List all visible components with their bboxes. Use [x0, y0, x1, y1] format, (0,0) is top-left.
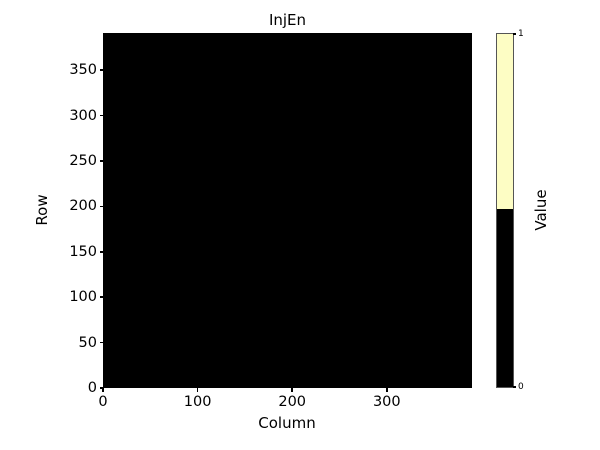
page-title: InjEn — [268, 11, 307, 29]
y-axis: 0 50 100 150 200 250 300 350 — [0, 0, 103, 450]
x-tick-label: 300 — [372, 394, 401, 410]
y-tickmark-icon — [99, 387, 103, 389]
x-tick-label: 0 — [98, 394, 108, 410]
colorbar-segment-low — [497, 208, 513, 387]
y-tick-label: 0 — [87, 380, 97, 396]
y-tick-label: 250 — [69, 153, 97, 169]
x-tickmark-icon — [196, 388, 199, 392]
y-tickmark-icon — [99, 341, 103, 344]
colorbar-tick-label: 0 — [518, 382, 524, 392]
y-tickmark-icon — [99, 251, 103, 253]
x-tickmark-icon — [102, 388, 104, 392]
x-tickmark-icon — [386, 388, 388, 392]
y-tick-label: 350 — [69, 62, 97, 79]
y-tickmark-icon — [99, 205, 103, 208]
x-tickmark-icon — [291, 388, 293, 392]
colorbar-gradient — [497, 34, 513, 387]
heatmap-axes[interactable] — [103, 33, 472, 388]
heatmap-image[interactable] — [103, 33, 472, 388]
y-axis-label: Row — [33, 194, 51, 226]
y-tickmark-icon — [99, 114, 103, 117]
y-tick-label: 200 — [69, 198, 97, 215]
colorbar-tickmark-icon — [513, 386, 516, 388]
colorbar-label: Value — [532, 189, 550, 231]
y-tick-label: 300 — [69, 107, 97, 124]
colorbar-tickmark-icon — [513, 33, 516, 35]
colorbar-tick-label: 1 — [518, 29, 524, 39]
y-tickmark-icon — [99, 69, 103, 71]
x-tick-label: 200 — [278, 394, 307, 410]
y-tickmark-icon — [99, 160, 103, 162]
colorbar[interactable]: 1 0 — [496, 29, 524, 392]
x-axis: 0 100 200 300 Column — [0, 388, 600, 450]
y-tick-label: 100 — [69, 289, 97, 306]
y-tick-label: 50 — [78, 334, 97, 351]
x-tick-label: 100 — [183, 394, 212, 410]
y-tickmark-icon — [99, 296, 103, 298]
colorbar-segment-high — [497, 34, 513, 209]
x-axis-label: Column — [258, 414, 316, 432]
y-tick-label: 150 — [69, 243, 97, 260]
